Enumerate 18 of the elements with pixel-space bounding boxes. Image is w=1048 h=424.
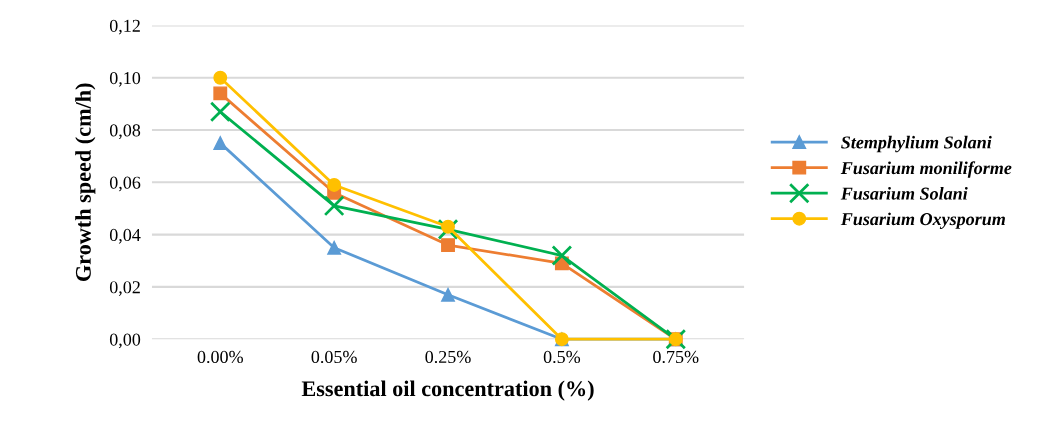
y-tick-label: 0,06 [109,176,141,192]
y-tick-label: 0,00 [109,333,141,349]
y-tick-label: 0,04 [109,228,141,244]
x-tick-label: 0.05% [311,350,357,364]
y-tick-label: 0,08 [109,124,141,140]
y-axis-title: Growth speed (cm/h) [75,83,96,282]
legend-label: Stemphylium Solani [841,135,992,153]
x-tick-label: 0.00% [197,350,243,364]
legend-label: Fusarium moniliforme [840,161,1012,178]
x-tick-label: 0.75% [653,350,699,364]
x-tick-label: 0.25% [425,350,471,364]
y-tick-label: 0,10 [109,71,141,87]
y-tick-label: 0,02 [109,281,140,296]
x-axis-title: Essential oil concentration (%) [301,380,594,401]
y-tick-label: 0,12 [109,19,140,35]
legend-label: Fusarium Solani [840,186,968,200]
legend-label: Fusarium Oxysporum [840,212,1005,229]
x-tick-label: 0.5% [543,350,581,364]
